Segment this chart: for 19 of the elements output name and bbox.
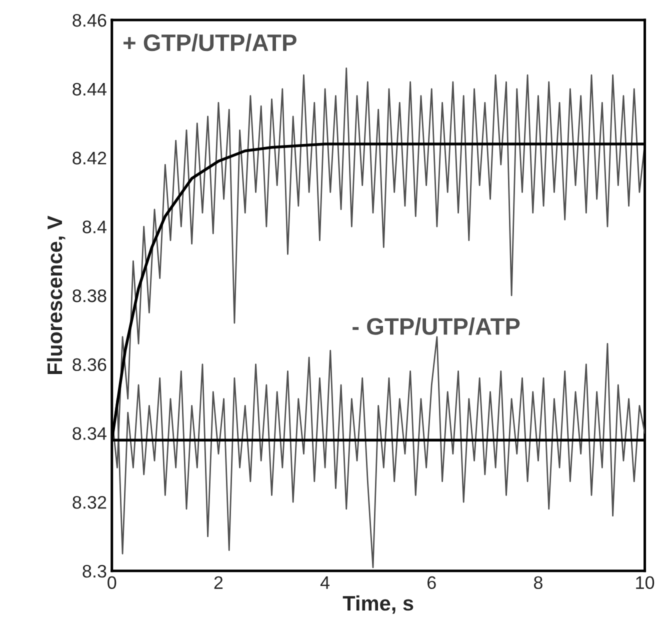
x-tick-label: 4 [320, 576, 330, 589]
x-axis-title: Time, s [342, 595, 414, 614]
y-tick-label: 8.34 [72, 427, 106, 440]
annotation: + GTP/UTP/ATP [124, 34, 296, 52]
y-tick-label: 8.38 [72, 289, 106, 302]
annotation: - GTP/UTP/ATP [352, 318, 520, 336]
y-tick-label: 8.32 [72, 496, 106, 509]
x-tick-label: 6 [428, 576, 436, 590]
y-axis-title: Fluorescence, V [46, 216, 66, 374]
x-tick-label: 0 [108, 576, 116, 590]
x-tick-label: 10 [636, 576, 654, 590]
y-tick-label: 8.3 [82, 564, 106, 578]
y-tick-label: 8.44 [72, 82, 106, 96]
y-tick-label: 8.36 [72, 358, 106, 372]
y-tick-label: 8.46 [72, 14, 106, 27]
y-tick-label: 8.4 [82, 220, 106, 234]
x-tick-label: 2 [214, 576, 223, 589]
x-tick-label: 8 [534, 576, 542, 590]
y-tick-label: 8.42 [72, 152, 106, 164]
